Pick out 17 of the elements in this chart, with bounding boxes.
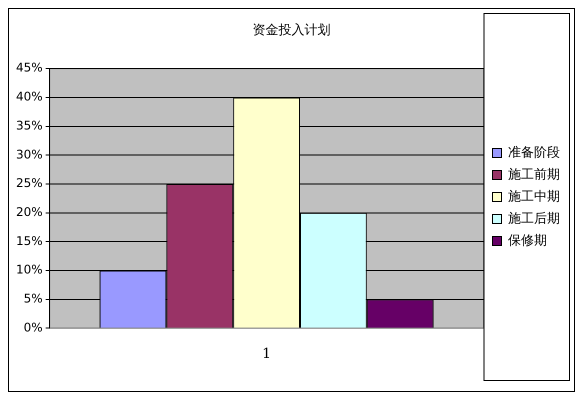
y-tick-label: 25% <box>16 176 43 190</box>
y-tick-label: 15% <box>16 234 43 248</box>
y-tick-label: 5% <box>24 291 43 306</box>
legend-label: 施工前期 <box>508 167 560 182</box>
y-tick-label: 35% <box>16 118 43 132</box>
y-tick-label: 20% <box>16 204 43 219</box>
legend-label: 准备阶段 <box>508 145 560 160</box>
legend-label: 施工中期 <box>508 189 560 204</box>
y-tick-label: 40% <box>16 90 43 104</box>
y-tick-label: 0% <box>24 320 43 334</box>
y-tick-label: 45% <box>16 60 43 75</box>
legend-label: 施工后期 <box>508 211 560 226</box>
x-tick-label: 1 <box>262 346 272 362</box>
chart-title: 资金投入计划 <box>252 23 330 38</box>
y-tick-label: 30% <box>16 147 43 162</box>
legend-label: 保修期 <box>508 233 547 248</box>
y-tick-label: 10% <box>16 262 43 277</box>
